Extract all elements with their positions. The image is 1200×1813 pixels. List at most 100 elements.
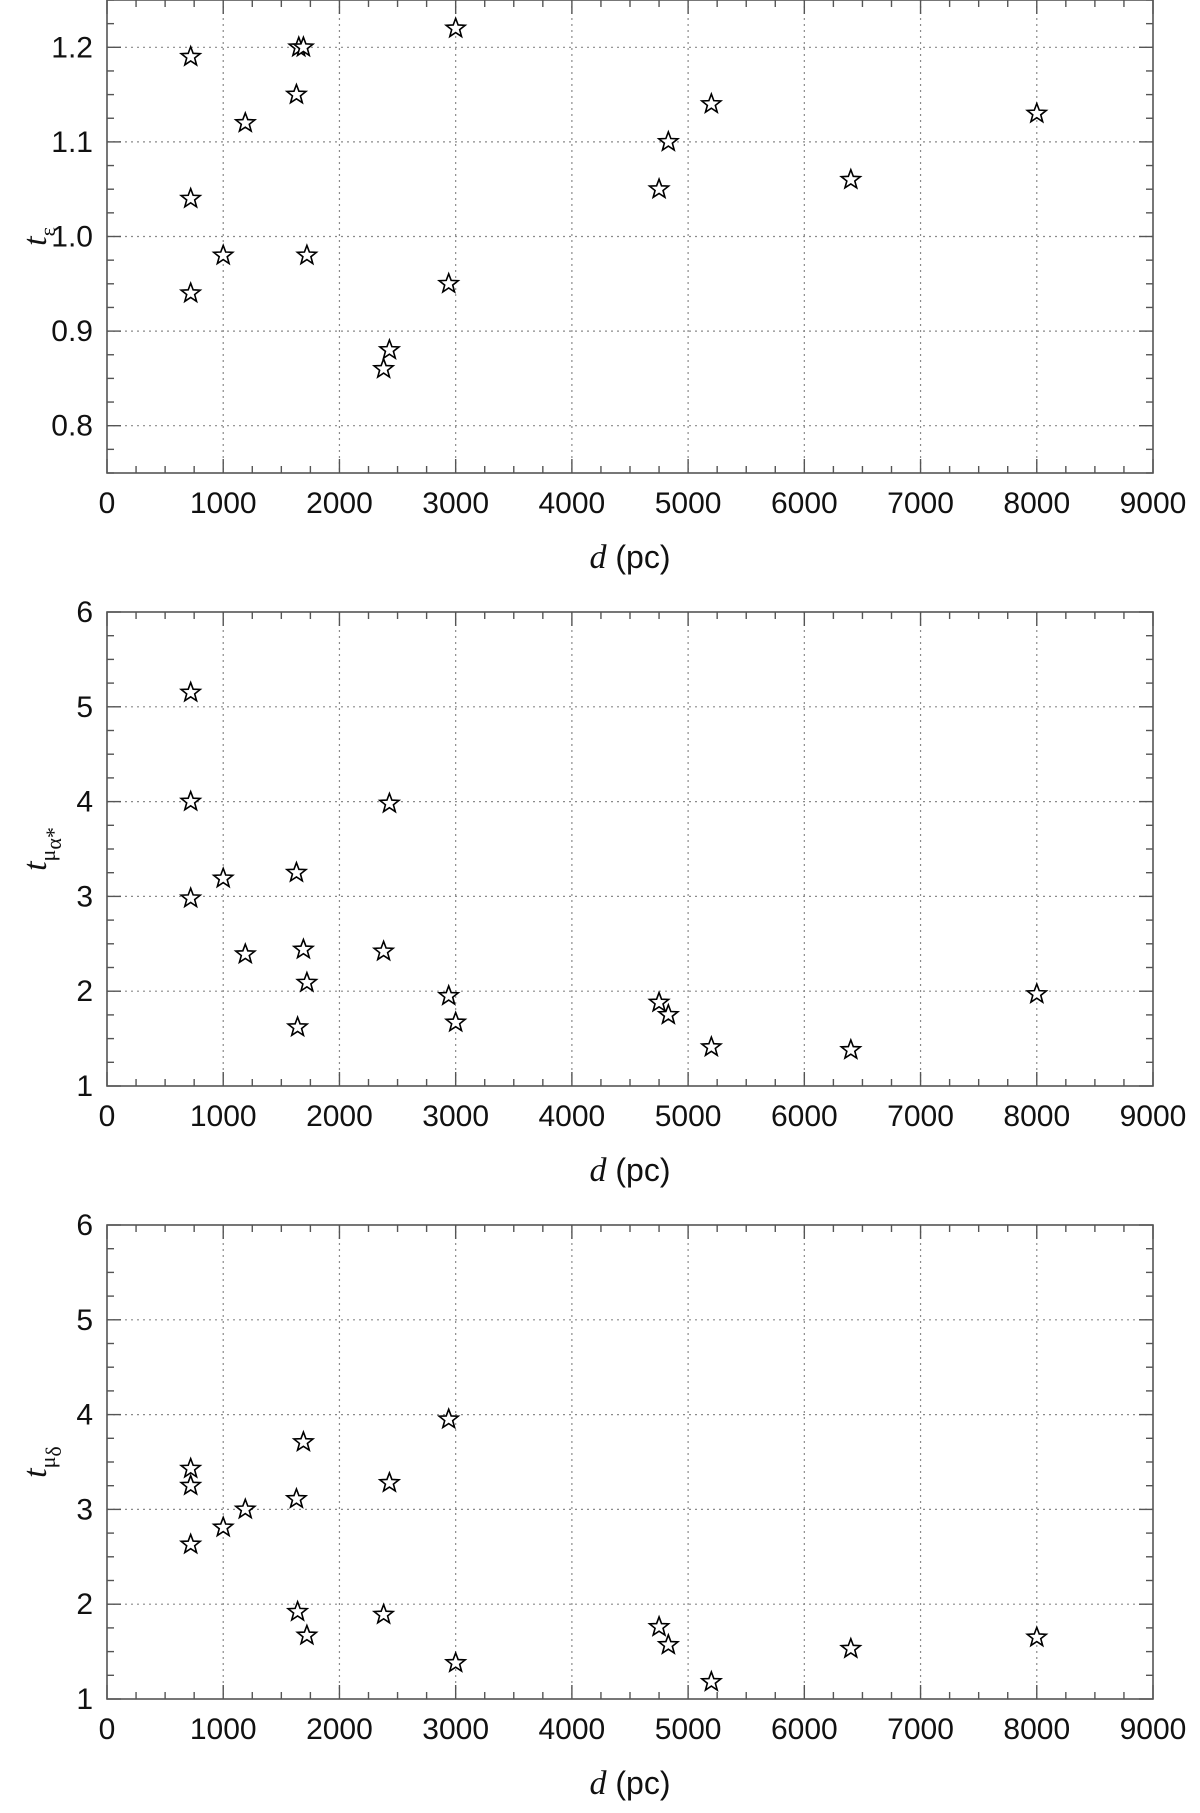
x-tick-label: 1000 (190, 1713, 257, 1746)
data-point-star (371, 939, 396, 962)
grid (107, 1225, 1153, 1699)
x-axis-unit: (pc) (607, 1152, 671, 1188)
data-point-star (291, 35, 316, 58)
y-tick-label: 3 (76, 1493, 93, 1526)
data-point-star (437, 271, 461, 294)
y-tick-label: 3 (76, 880, 93, 913)
data-point-star (699, 1669, 724, 1692)
data-points (178, 16, 1049, 379)
x-tick-label: 0 (99, 1713, 116, 1746)
y-axis-var: t (17, 1467, 54, 1478)
y-axis-sub: μ (35, 850, 60, 862)
data-point-star (647, 176, 671, 200)
y-tick-label: 0.9 (51, 315, 93, 348)
data-point-star (211, 866, 235, 889)
data-point-star (178, 1473, 203, 1496)
data-point-star (371, 1602, 396, 1625)
data-point-star (656, 1632, 681, 1655)
x-tick-label: 7000 (887, 1713, 954, 1746)
data-point-star (295, 1623, 319, 1646)
y-tick-label: 1.0 (51, 221, 93, 254)
y-tick-label: 6 (76, 1209, 93, 1242)
y-axis-var: t (17, 860, 54, 871)
data-point-star (1025, 101, 1049, 124)
x-tick-label: 9000 (1120, 1713, 1187, 1746)
x-tick-label: 2000 (306, 1713, 373, 1746)
x-tick-label: 5000 (655, 487, 722, 520)
data-point-star (178, 886, 203, 909)
x-axis-title: d (pc) (590, 1152, 671, 1189)
data-point-star (1025, 1625, 1049, 1648)
y-tick-label: 0.8 (51, 410, 93, 443)
data-point-star (285, 1014, 310, 1038)
data-point-star (437, 1407, 461, 1430)
x-tick-label: 1000 (190, 1100, 257, 1133)
x-tick-label: 2000 (306, 1100, 373, 1133)
y-tick-label: 6 (76, 596, 93, 629)
data-point-star (839, 167, 863, 190)
data-point-star (371, 356, 396, 379)
y-tick-label: 5 (76, 691, 93, 724)
x-tick-label: 9000 (1120, 1100, 1187, 1133)
data-point-star (284, 82, 309, 105)
x-axis-var: d (590, 539, 608, 576)
data-point-star (178, 1532, 203, 1555)
axis-ticks (106, 0, 1154, 474)
data-point-star (211, 243, 235, 266)
x-tick-label: 7000 (887, 487, 954, 520)
grid (107, 612, 1153, 1086)
x-tick-label: 3000 (422, 1100, 489, 1133)
y-axis-sub: ε (35, 227, 60, 236)
panel-pm-ra: 0 1000 2000 3000 4000 5000 6000 7000 8000 9000 1 2 3… (17, 596, 1186, 1189)
data-point-star (839, 1636, 863, 1659)
data-point-star (233, 1497, 257, 1520)
data-point-star (291, 937, 316, 960)
data-point-star (284, 860, 309, 883)
data-point-star (443, 16, 468, 39)
x-tick-label: 5000 (655, 1100, 722, 1133)
data-point-star (443, 1650, 468, 1673)
axis-ticks (106, 611, 1154, 1087)
x-tick-label: 6000 (771, 487, 838, 520)
x-tick-label: 0 (99, 487, 116, 520)
y-tick-label: 4 (76, 786, 93, 819)
data-point-star (178, 680, 203, 703)
x-axis-unit: (pc) (607, 1765, 671, 1801)
data-point-star (647, 1614, 671, 1637)
data-point-star (211, 1515, 235, 1538)
data-point-star (437, 983, 461, 1006)
x-tick-label: 6000 (771, 1100, 838, 1133)
y-axis-title: tμα* (17, 827, 66, 871)
data-point-star (178, 186, 203, 209)
data-point-star (377, 1470, 402, 1493)
x-tick-label: 0 (99, 1100, 116, 1133)
data-point-star (285, 1599, 310, 1622)
data-point-star (1025, 981, 1049, 1004)
x-axis-var: d (590, 1152, 608, 1189)
x-tick-label: 6000 (771, 1713, 838, 1746)
y-axis-var: t (17, 235, 54, 246)
data-points (178, 1407, 1049, 1692)
y-tick-label: 4 (76, 1399, 93, 1432)
y-axis-title: tμδ (17, 1446, 66, 1478)
x-tick-label: 3000 (422, 1713, 489, 1746)
x-tick-label: 4000 (539, 1713, 606, 1746)
y-axis-subsub: δ (41, 1446, 66, 1456)
y-tick-label: 1.1 (51, 126, 93, 159)
x-tick-label: 1000 (190, 487, 257, 520)
data-point-star (656, 129, 681, 152)
data-point-star (178, 44, 203, 67)
x-tick-label: 7000 (887, 1100, 954, 1133)
x-tick-label: 2000 (306, 487, 373, 520)
data-point-star (443, 1010, 468, 1033)
panel-pm-dec: 0 1000 2000 3000 4000 5000 6000 7000 8000 9000 1 2 3… (17, 1209, 1186, 1802)
x-tick-label: 4000 (539, 1100, 606, 1133)
y-tick-label: 2 (76, 975, 93, 1008)
x-axis-unit: (pc) (607, 539, 671, 575)
x-tick-label: 8000 (1003, 487, 1070, 520)
data-point-star (178, 1456, 203, 1479)
data-point-star (839, 1037, 863, 1060)
axis-ticks (106, 1224, 1154, 1700)
y-axis-title: tε (17, 227, 60, 246)
y-axis-sub: μ (35, 1457, 60, 1469)
